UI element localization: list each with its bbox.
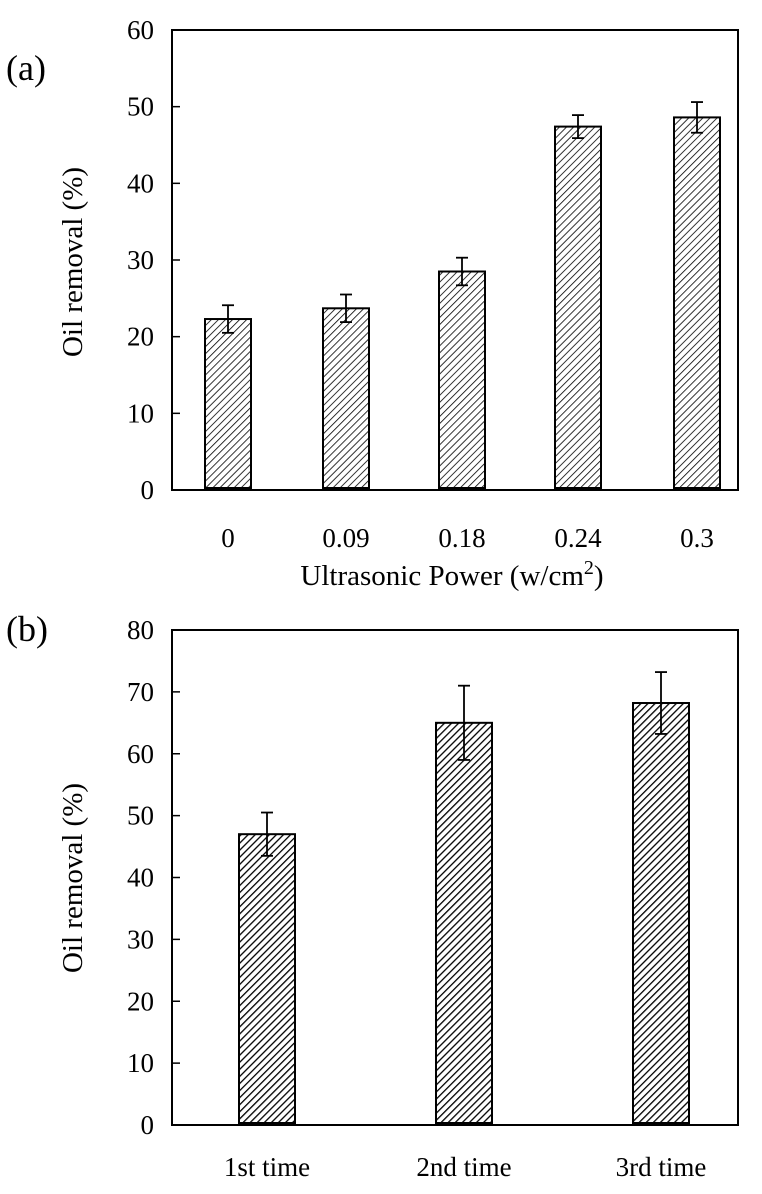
panel-b-y-axis-title: Oil removal (%)	[57, 783, 89, 973]
panel-a-x-tick-label: 0.3	[680, 523, 714, 553]
panel-a-x-axis-title-main: Ultrasonic Power (w/cm	[300, 560, 584, 592]
panel-a-x-tick-label: 0.18	[438, 523, 485, 553]
panel-a-y-tick-label: 30	[127, 245, 154, 275]
panel-b-bar	[238, 833, 296, 1126]
panel-a-x-axis-title-superscript: 2	[584, 557, 594, 579]
panel-b-label: (b)	[6, 609, 48, 649]
panel-a-y-tick-label: 20	[127, 322, 154, 352]
panel-a-bar	[204, 318, 252, 491]
panel-a-x-tick-label: 0.24	[554, 523, 602, 553]
panel-a-bar	[673, 116, 721, 492]
panel-b-y-tick-label: 70	[127, 677, 154, 707]
chart-panel-b: (b) Oil removal (%) 0 10 20 30 40 50 60 70 80 1st…	[6, 609, 739, 1182]
panel-b-marks: 0 10 20 30 40 50 60 70 80 1st time 2nd time 3rd tim…	[127, 615, 706, 1182]
panel-a-y-tick-label: 50	[127, 92, 154, 122]
panel-b-y-tick-label: 30	[127, 924, 154, 954]
panel-a-plot-frame	[171, 29, 739, 491]
panel-b-y-tick-label: 40	[127, 863, 154, 893]
panel-a-y-tick-label: 60	[127, 15, 154, 45]
panel-b-bar	[435, 721, 493, 1126]
panel-b-x-tick-label: 1st time	[224, 1152, 310, 1182]
panel-a-y-tick-label: 0	[141, 475, 155, 505]
panel-b-y-tick-label: 60	[127, 739, 154, 769]
panel-a-x-axis-title-suffix: )	[594, 560, 604, 592]
panel-b-y-tick-label: 80	[127, 615, 154, 645]
panel-a-x-tick-label: 0.09	[322, 523, 369, 553]
chart-panel-a: (a) Oil removal (%) Ultrasonic Power (w/…	[6, 15, 739, 592]
panel-a-x-axis-title: Ultrasonic Power (w/cm2)	[300, 557, 603, 592]
panel-a-marks: 0 10 20 30 40 50 60 0 0.09 0.18 0.24 0.3	[127, 15, 721, 553]
panel-a-bar	[438, 270, 486, 491]
panel-a-label: (a)	[6, 48, 46, 88]
panel-a-y-tick-label: 10	[127, 398, 154, 428]
panel-b-plot-frame	[171, 629, 739, 1126]
panel-b-y-tick-label: 50	[127, 801, 154, 831]
panel-a-bar	[322, 307, 370, 491]
panel-b-bar	[632, 702, 690, 1126]
panel-b-y-tick-label: 0	[141, 1110, 155, 1140]
panel-b-x-tick-label: 2nd time	[416, 1152, 511, 1182]
panel-b-x-tick-label: 3rd time	[616, 1152, 707, 1182]
panel-a-bar	[554, 125, 602, 491]
panel-a-x-tick-label: 0	[221, 523, 235, 553]
panel-b-y-tick-label: 10	[127, 1048, 154, 1078]
panel-b-y-tick-label: 20	[127, 986, 154, 1016]
panel-a-y-tick-label: 40	[127, 168, 154, 198]
panel-a-y-axis-title: Oil removal (%)	[57, 167, 89, 357]
